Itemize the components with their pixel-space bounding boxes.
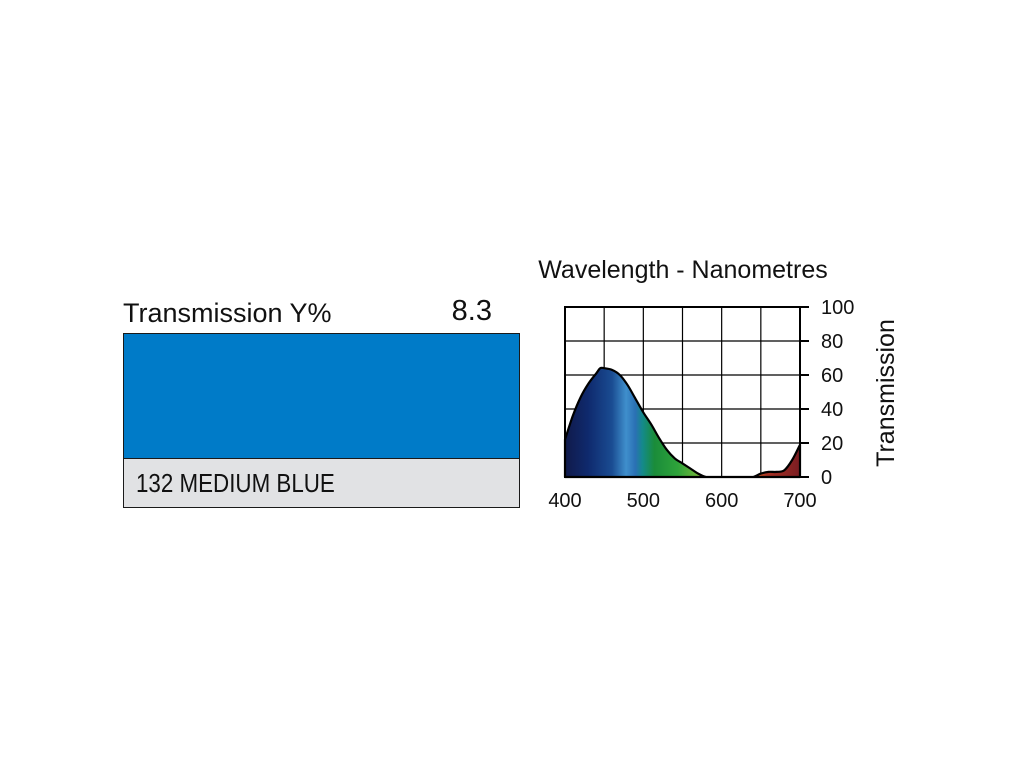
y-tick-label: 60: [821, 365, 843, 387]
transmission-label: Transmission Y%: [123, 298, 332, 328]
y-tick-label: 100: [821, 297, 854, 319]
x-tick-label: 700: [783, 490, 816, 512]
filter-name: 132 MEDIUM BLUE: [136, 468, 335, 498]
plot-frame: [564, 306, 801, 478]
y-tick-label: 80: [821, 331, 843, 353]
y-tick-label: 0: [821, 467, 832, 489]
filter-name-box: 132 MEDIUM BLUE: [123, 458, 520, 508]
x-tick-label: 400: [548, 490, 581, 512]
filter-swatch-panel: Transmission Y% 8.3 132 MEDIUM BLUE: [123, 295, 520, 508]
x-tick-label: 600: [705, 490, 738, 512]
chart-title: Wavelength - Nanometres: [538, 256, 827, 284]
y-tick-label: 40: [821, 399, 843, 421]
transmission-area: [563, 366, 802, 479]
y-axis-label: Transmission: [872, 319, 900, 467]
transmission-value: 8.3: [451, 295, 492, 327]
x-tick-label: 500: [627, 490, 660, 512]
y-tick-label: 20: [821, 433, 843, 455]
spectrum-chart: 0 20 40 60 80 100 400 500 600 700 Wavelength - Na…: [538, 256, 900, 512]
color-swatch: [123, 333, 520, 459]
